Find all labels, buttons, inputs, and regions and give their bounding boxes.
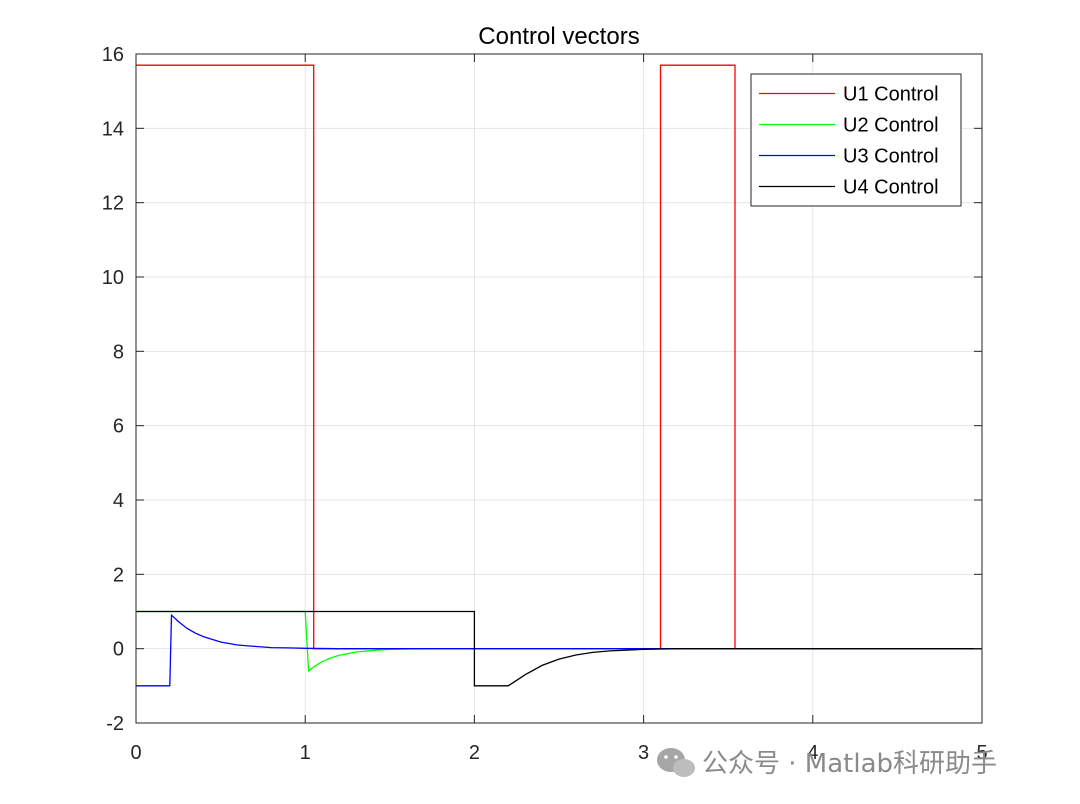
y-tick-label: 16	[102, 44, 124, 66]
x-tick-label: 5	[976, 742, 987, 764]
wechat-icon	[657, 748, 695, 777]
x-tick-label: 1	[300, 742, 311, 764]
legend[interactable]: U1 Control U2 Control U3 Control U4 Control	[750, 73, 962, 207]
legend-label: U2 Control	[843, 115, 939, 137]
series-lines	[136, 64, 982, 687]
legend-label: U3 Control	[843, 146, 939, 168]
y-tick-label: 14	[102, 118, 124, 140]
series-line-4	[136, 610, 982, 687]
x-tick-label: 3	[638, 742, 649, 764]
y-tick-label: 8	[113, 341, 124, 363]
legend-box	[750, 73, 962, 207]
y-tick-label: 0	[113, 639, 124, 661]
watermark-text: 公众号 · Matlab科研助手	[702, 749, 997, 779]
axes-box	[135, 53, 983, 724]
watermark: 公众号 · Matlab科研助手	[657, 748, 997, 779]
legend-label: U1 Control	[843, 84, 939, 106]
y-tick-label: 10	[102, 267, 124, 289]
y-tick-label: 2	[113, 564, 124, 586]
series-line-3	[136, 613, 982, 687]
x-tick-label: 4	[807, 742, 818, 764]
legend-label: U4 Control	[843, 177, 939, 199]
y-tick-label: 12	[102, 193, 124, 215]
x-tick-label: 0	[130, 742, 141, 764]
y-tick-label: -2	[106, 713, 124, 735]
series-line-1	[136, 64, 982, 650]
y-tick-label: 4	[113, 490, 124, 512]
chart-title: Control vectors	[478, 23, 639, 50]
y-tick-label: 6	[113, 416, 124, 438]
x-tick-label: 2	[469, 742, 480, 764]
grid-lines	[135, 53, 983, 724]
